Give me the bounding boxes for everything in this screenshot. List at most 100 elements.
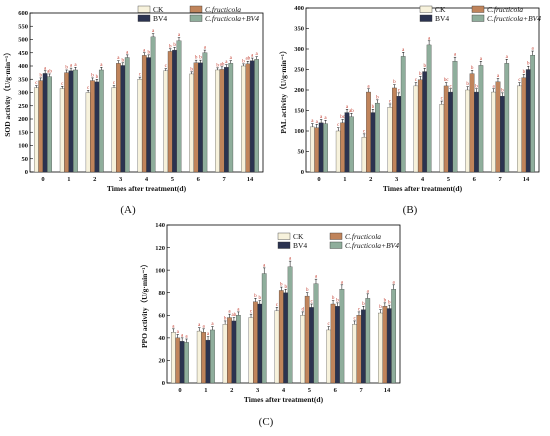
legend-swatch — [419, 5, 433, 13]
legend-label: BV4 — [153, 14, 167, 23]
significance-letter: a — [289, 257, 292, 262]
significance-letter: d — [302, 307, 305, 312]
legend-label: C.fructicola+BV4 — [205, 14, 259, 23]
bar — [235, 315, 241, 384]
legend-label: C.fructicola — [205, 5, 241, 14]
significance-letter: c — [389, 99, 392, 104]
x-tick-label: 3 — [256, 387, 260, 394]
significance-letter: a — [402, 48, 405, 53]
bar — [504, 63, 510, 173]
significance-letter: b — [284, 285, 287, 290]
x-tick-label: 2 — [369, 176, 372, 183]
significance-letter: a — [315, 275, 318, 280]
x-axis-label: Times after treatment(d) — [244, 395, 324, 404]
bar — [340, 122, 345, 173]
significance-letter: a — [492, 84, 495, 89]
significance-letter: b — [39, 73, 42, 78]
bar — [361, 136, 367, 173]
significance-letter: b — [254, 294, 257, 299]
significance-letter: ab — [349, 109, 354, 114]
significance-letter: c — [358, 307, 361, 312]
bar — [274, 310, 280, 384]
bar — [326, 329, 332, 384]
significance-letter: b — [336, 298, 339, 303]
legend-swatch — [277, 232, 291, 240]
bar — [491, 91, 496, 173]
significance-letter: a — [178, 33, 181, 38]
significance-letter: c — [139, 73, 142, 78]
significance-letter: a — [211, 322, 214, 327]
y-tick-label: 400 — [18, 63, 28, 70]
bar — [167, 51, 173, 173]
bar — [396, 96, 402, 173]
bar — [439, 104, 445, 173]
bar — [318, 122, 324, 173]
panel-label: (C) — [259, 416, 274, 428]
bar — [248, 317, 254, 384]
panel-label: (B) — [403, 204, 418, 216]
legend-swatch — [329, 232, 343, 240]
bar — [304, 295, 310, 384]
bar — [517, 85, 522, 173]
bar — [378, 312, 383, 384]
y-tick-label: 60 — [159, 312, 166, 319]
significance-letter: b — [216, 63, 219, 68]
legend-swatch — [189, 5, 203, 13]
significance-letter: b — [523, 70, 526, 75]
significance-letter: c — [35, 81, 38, 86]
significance-letter: b — [372, 105, 375, 110]
bar — [253, 301, 258, 384]
significance-letter: c — [415, 78, 418, 83]
bar — [413, 85, 419, 173]
bar — [478, 65, 484, 173]
chart-panel-b: 0 50 100 150 200 250 300 350 400 0 1 2 3 4 5 6 7 14 a c c c c c… — [278, 5, 541, 216]
legend-swatch — [471, 5, 485, 13]
significance-letter: a — [367, 289, 370, 294]
bar — [116, 63, 121, 173]
bar — [469, 73, 475, 173]
significance-letter: a — [74, 63, 77, 68]
legend-swatch — [189, 14, 203, 22]
bar — [179, 341, 185, 384]
bar — [64, 72, 69, 173]
significance-letter: b — [466, 82, 469, 87]
bar — [300, 315, 306, 384]
bar — [33, 87, 39, 173]
x-tick-label: 7 — [499, 176, 503, 183]
significance-letter: ab — [220, 62, 225, 67]
x-tick-label: 3 — [119, 176, 123, 183]
legend-swatch — [471, 14, 485, 22]
bar — [90, 80, 95, 173]
y-tick-label: 250 — [294, 67, 304, 74]
x-tick-label: 5 — [447, 176, 451, 183]
x-tick-label: 0 — [41, 176, 44, 183]
x-tick-label: 0 — [178, 387, 181, 394]
significance-letter: a — [204, 46, 207, 51]
chart-panel-a: 0 50 100 150 200 250 300 350 400 450 500 550 600 0 1 2 3… — [2, 5, 264, 216]
bar — [228, 63, 234, 173]
significance-letter: a — [320, 115, 323, 120]
significance-letter: c — [518, 78, 521, 83]
bar — [184, 342, 189, 384]
bar — [47, 76, 52, 173]
y-axis-label: SOD activity（U/g·min⁻¹） — [2, 48, 12, 137]
significance-letter: a — [237, 307, 240, 312]
y-tick-label: 400 — [294, 5, 304, 12]
significance-letter: a — [177, 330, 180, 335]
significance-letter: c — [276, 303, 279, 308]
panel-label: (A) — [120, 204, 136, 216]
significance-letter: c — [398, 88, 401, 93]
bar — [254, 59, 260, 173]
bar — [335, 306, 340, 384]
bar — [417, 79, 423, 173]
significance-letter: b — [379, 305, 382, 310]
bar — [349, 116, 354, 173]
significance-letter: a — [225, 60, 228, 65]
significance-letter: b — [91, 73, 94, 78]
legend-label: CK — [153, 5, 164, 14]
y-tick-label: 200 — [294, 87, 304, 94]
bar — [68, 70, 74, 173]
significance-letter: a — [70, 64, 73, 69]
significance-letter: b — [224, 316, 227, 321]
significance-letter: c — [310, 300, 313, 305]
